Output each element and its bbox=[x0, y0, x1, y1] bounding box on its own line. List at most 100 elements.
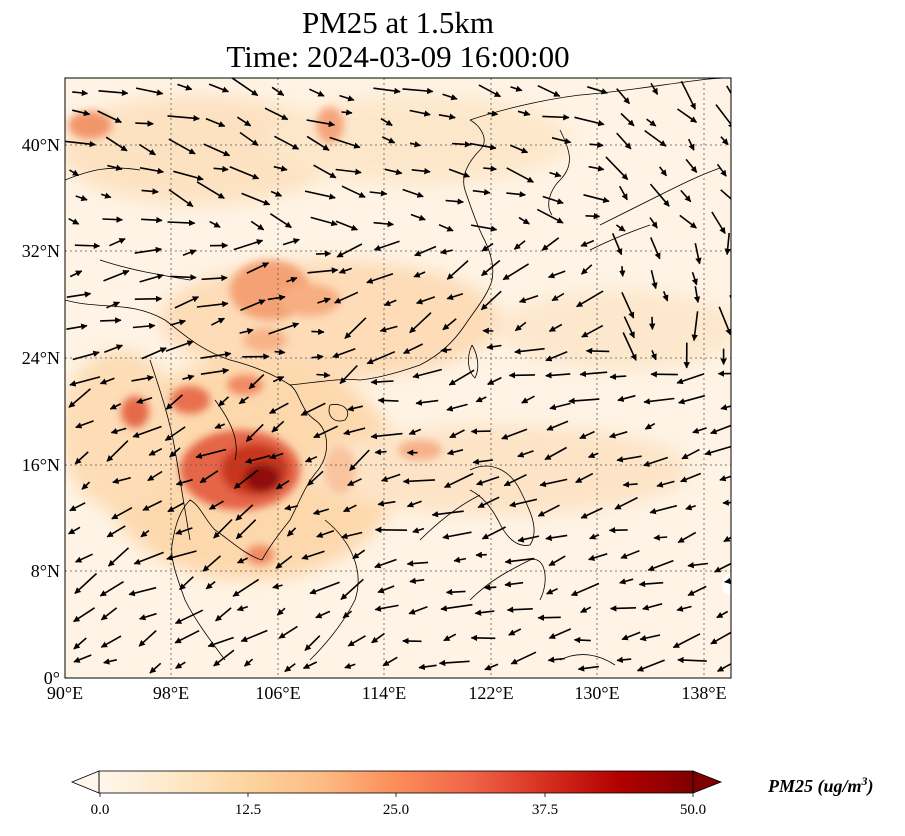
wind-arrow bbox=[98, 89, 129, 96]
wind-arrow bbox=[672, 633, 701, 649]
wind-arrow bbox=[693, 286, 701, 304]
wind-arrow bbox=[377, 500, 396, 507]
wind-arrow bbox=[264, 107, 289, 121]
wind-arrow bbox=[475, 396, 487, 403]
wind-arrow bbox=[649, 237, 661, 260]
wind-arrow bbox=[340, 531, 363, 540]
wind-arrow bbox=[100, 635, 122, 648]
wind-arrow bbox=[644, 129, 667, 147]
wind-arrow bbox=[718, 306, 731, 336]
wind-arrow bbox=[269, 452, 284, 460]
wind-arrow bbox=[282, 238, 300, 246]
wind-arrow bbox=[205, 580, 216, 590]
wind-arrow bbox=[106, 525, 126, 538]
wind-arrow bbox=[504, 581, 524, 588]
wind-arrow bbox=[304, 190, 336, 200]
wind-arrow bbox=[585, 212, 601, 220]
lat-tick: 16°N bbox=[22, 455, 60, 475]
wind-arrow bbox=[730, 268, 731, 276]
wind-arrow bbox=[542, 195, 564, 205]
wind-arrow bbox=[128, 586, 157, 597]
wind-arrow bbox=[65, 140, 96, 148]
wind-arrow bbox=[179, 576, 194, 591]
wind-arrow bbox=[339, 364, 358, 385]
wind-arrow bbox=[377, 585, 395, 594]
wind-arrow bbox=[579, 370, 608, 378]
wind-arrow bbox=[620, 549, 640, 559]
wind-arrow bbox=[175, 527, 193, 535]
wind-arrow bbox=[680, 80, 697, 110]
wind-arrow bbox=[374, 558, 397, 569]
wind-arrow bbox=[481, 526, 506, 540]
colorbar: 0.0 12.5 25.0 37.5 50.0 bbox=[70, 770, 723, 818]
wind-arrow bbox=[470, 634, 496, 642]
wind-arrow bbox=[588, 553, 608, 561]
wind-arrow bbox=[440, 603, 473, 612]
wind-arrow bbox=[617, 394, 636, 402]
wind-arrow bbox=[716, 610, 729, 619]
wind-arrow bbox=[218, 396, 230, 407]
wind-arrow bbox=[551, 292, 565, 302]
wind-arrow bbox=[236, 605, 249, 612]
wind-arrow bbox=[445, 198, 464, 205]
wind-arrow bbox=[232, 578, 260, 597]
wind-arrow bbox=[704, 445, 731, 456]
wind-arrow bbox=[202, 555, 222, 572]
wind-arrow bbox=[679, 214, 697, 229]
wind-arrow bbox=[74, 242, 101, 250]
wind-arrow bbox=[248, 374, 265, 390]
wind-arrow bbox=[135, 120, 154, 127]
wind-arrow bbox=[344, 662, 356, 669]
wind-arrow bbox=[579, 430, 595, 440]
wind-arrow bbox=[72, 109, 91, 117]
wind-arrow bbox=[268, 322, 300, 335]
wind-arrow bbox=[315, 250, 332, 257]
wind-arrow bbox=[414, 245, 437, 257]
wind-arrow bbox=[504, 557, 535, 565]
wind-arrow bbox=[174, 629, 200, 644]
wind-arrow bbox=[411, 167, 431, 175]
wind-arrow bbox=[132, 322, 156, 330]
wind-arrow bbox=[374, 448, 387, 456]
coastlines bbox=[65, 78, 731, 666]
wind-arrow bbox=[503, 473, 527, 487]
wind-arrow bbox=[141, 188, 159, 195]
wind-arrow bbox=[73, 637, 87, 650]
colorbar-tick: 37.5 bbox=[532, 802, 558, 818]
wind-arrow bbox=[103, 658, 117, 665]
wind-arrow bbox=[609, 373, 627, 380]
wind-arrow bbox=[270, 190, 283, 197]
lon-tick: 122°E bbox=[468, 683, 513, 703]
wind-arrow bbox=[509, 498, 538, 508]
map-subtitle-time: Time: 2024-03-09 16:00:00 bbox=[226, 39, 570, 74]
wind-arrow bbox=[502, 263, 530, 281]
wind-arrow bbox=[548, 270, 566, 279]
wind-arrow bbox=[68, 388, 91, 408]
wind-arrow bbox=[720, 404, 731, 411]
wind-arrow bbox=[608, 431, 628, 439]
wind-arrow bbox=[517, 450, 534, 458]
wind-arrow bbox=[616, 656, 632, 664]
wind-arrow bbox=[415, 399, 439, 406]
wind-arrow bbox=[548, 628, 572, 639]
wind-arrow bbox=[581, 324, 604, 338]
wind-arrow bbox=[446, 292, 464, 301]
wind-arrow bbox=[341, 185, 366, 198]
wind-arrow bbox=[442, 531, 472, 540]
wind-arrow bbox=[545, 534, 568, 541]
wind-arrow bbox=[175, 661, 186, 669]
wind-arrow bbox=[402, 87, 434, 95]
wind-arrow bbox=[107, 547, 130, 567]
wind-arrow bbox=[548, 323, 563, 333]
wind-arrow bbox=[409, 109, 431, 117]
wind-arrow bbox=[301, 550, 325, 560]
wind-arrow bbox=[514, 347, 545, 355]
wind-arrow bbox=[508, 628, 522, 636]
wind-arrow bbox=[619, 578, 634, 585]
wind-arrow bbox=[208, 500, 224, 510]
wind-arrow bbox=[480, 290, 502, 311]
wind-arrow bbox=[687, 585, 707, 597]
wind-arrow bbox=[676, 373, 705, 385]
wind-arrow bbox=[501, 428, 528, 440]
wind-arrow bbox=[213, 518, 233, 539]
